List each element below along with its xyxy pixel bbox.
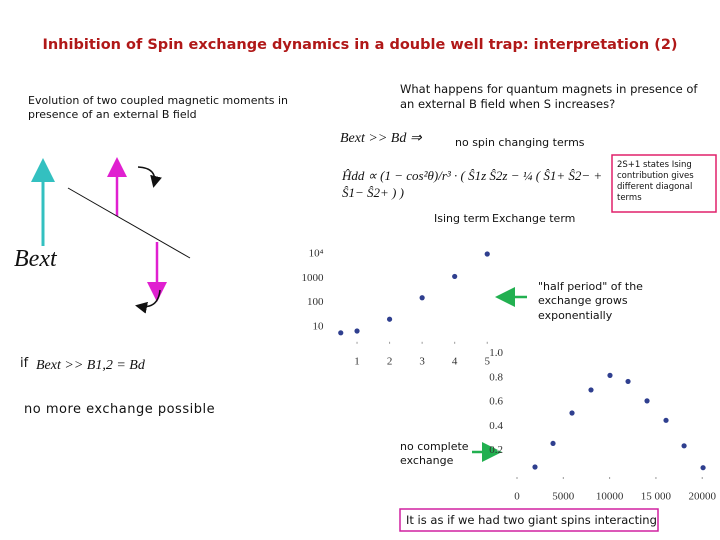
- no-more: no more exchange possible: [24, 402, 216, 417]
- x-tick-label: 15 000: [641, 491, 672, 503]
- y-tick-label: 1.0: [489, 347, 503, 359]
- data-point: [588, 387, 594, 393]
- hamiltonian: Ĥdd ∝ (1 − cos²θ)/r³ · ( Ŝ1z Ŝ2z − ¼ ( Ŝ…: [342, 168, 603, 200]
- x-tick-label: 4: [452, 355, 458, 367]
- half-period-note: "half period" of the exchange grows expo…: [538, 280, 643, 322]
- ising-label: Ising term: [434, 212, 490, 225]
- data-point: [532, 464, 538, 470]
- data-point: [386, 316, 393, 322]
- data-point: [550, 440, 556, 447]
- data-point: [354, 328, 360, 334]
- data-point: [644, 398, 650, 404]
- data-point: [452, 273, 458, 280]
- y-tick-label: 100: [307, 296, 324, 308]
- note-box-text: 2S+1 states Ising contribution gives dif…: [617, 160, 694, 204]
- x-tick-label: 2: [387, 355, 393, 367]
- data-point: [484, 251, 490, 257]
- title: Inhibition of Spin exchange dynamics in …: [42, 37, 678, 53]
- y-tick-label: 0.4: [489, 420, 503, 432]
- x-tick-label: 1: [354, 355, 360, 367]
- y-tick-label: 1000: [302, 272, 325, 284]
- data-point: [681, 443, 687, 449]
- data-point: [625, 378, 631, 385]
- data-point: [700, 465, 706, 471]
- y-tick-label: 10: [313, 321, 325, 333]
- x-tick-label: 5000: [552, 491, 575, 503]
- if-label: if: [20, 356, 29, 371]
- data-point: [338, 330, 344, 336]
- no-complete: no complete exchange: [400, 440, 469, 468]
- conclusion: It is as if we had two giant spins inter…: [406, 513, 657, 527]
- y-tick-label: 0.6: [489, 396, 503, 408]
- x-tick-label: 0: [514, 491, 520, 503]
- data-point: [419, 295, 425, 301]
- coupling-line: [67, 187, 191, 259]
- condition: Bext >> Bd ⇒: [340, 131, 422, 146]
- data-point: [569, 410, 575, 416]
- exchange-label: Exchange term: [492, 212, 576, 225]
- no-spin: no spin changing terms: [455, 136, 585, 149]
- data-point: [607, 372, 613, 378]
- y-tick-label: 0.8: [489, 371, 503, 383]
- if-condition: Bext >> B1,2 = Bd: [36, 358, 145, 373]
- x-tick-label: 5: [484, 355, 490, 367]
- rotation-arrow: [135, 289, 161, 314]
- x-tick-label: 20000: [688, 491, 716, 503]
- y-tick-label: 0.2: [489, 444, 503, 456]
- note-box: [611, 154, 717, 213]
- x-tick-label: 3: [419, 355, 425, 367]
- x-tick-label: 10000: [596, 491, 624, 503]
- conclusion-box: [399, 508, 659, 532]
- data-point: [663, 417, 669, 423]
- question: What happens for quantum magnets in pres…: [400, 82, 698, 111]
- y-tick-label: 10⁴: [309, 248, 324, 260]
- left-text: Evolution of two coupled magnetic moment…: [28, 94, 289, 122]
- field-label: Bext: [14, 246, 57, 272]
- rotation-arrow: [137, 166, 162, 188]
